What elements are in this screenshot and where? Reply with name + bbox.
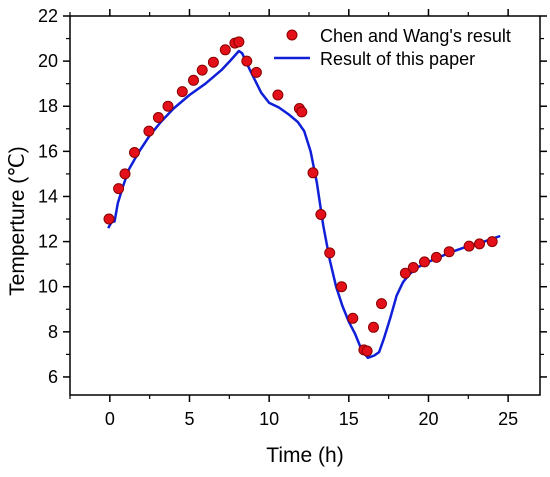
scatter-point <box>347 312 359 324</box>
scatter-point <box>241 55 253 67</box>
y-tick-label: 8 <box>48 322 58 342</box>
scatter-point <box>143 125 155 137</box>
scatter-point <box>336 281 348 293</box>
y-tick-label: 16 <box>38 141 58 161</box>
scatter-point <box>315 209 327 220</box>
legend: Chen and Wang's result Result of this pa… <box>274 26 511 69</box>
scatter-point <box>376 298 387 310</box>
scatter-point <box>368 321 379 333</box>
scatter-point <box>399 267 411 279</box>
line-series-group <box>107 49 501 360</box>
scatter-point <box>103 213 115 225</box>
scatter-point <box>250 66 262 78</box>
scatter-point <box>486 236 498 248</box>
scatter-point <box>113 183 125 195</box>
scatter-series-group <box>103 36 498 357</box>
x-tick-label: 10 <box>259 409 279 429</box>
scatter-point <box>443 246 455 258</box>
y-tick-label: 6 <box>48 367 58 387</box>
scatter-point <box>119 168 131 180</box>
y-tick-label: 18 <box>38 96 58 116</box>
scatter-point <box>207 56 219 68</box>
scatter-point <box>129 147 140 158</box>
y-axis-label: Temperture (℃) <box>6 146 29 296</box>
scatter-point <box>307 167 319 179</box>
scatter-point <box>162 100 174 112</box>
scatter-point <box>407 262 419 273</box>
scatter-point <box>176 86 188 98</box>
legend-marker-scatter <box>286 29 298 41</box>
y-tick-label: 20 <box>38 51 58 71</box>
axis-ticks: 0 5 10 15 20 25 6 8 10 12 14 16 18 20 22 <box>38 6 547 429</box>
x-tick-label: 0 <box>105 409 115 429</box>
x-axis-label: Time (h) <box>266 444 343 467</box>
scatter-point <box>196 64 208 76</box>
scatter-point <box>419 256 430 268</box>
x-tick-label: 15 <box>339 409 359 429</box>
y-tick-label: 12 <box>38 232 58 252</box>
scatter-point <box>152 112 164 123</box>
scatter-point <box>430 251 442 263</box>
plot-frame <box>69 15 541 396</box>
x-tick-label: 5 <box>184 409 194 429</box>
x-tick-label: 25 <box>498 409 518 429</box>
scatter-point <box>188 74 199 86</box>
scatter-point <box>324 247 336 259</box>
scatter-point <box>272 89 284 101</box>
scatter-point <box>474 238 485 250</box>
y-tick-label: 22 <box>38 6 58 26</box>
scatter-point <box>219 44 231 56</box>
scatter-point <box>233 36 245 48</box>
legend-label-scatter: Chen and Wang's result <box>320 26 511 46</box>
scatter-point <box>296 106 308 118</box>
scatter-point <box>361 345 373 357</box>
scatter-point <box>463 240 475 252</box>
x-tick-label: 20 <box>418 409 438 429</box>
legend-label-line: Result of this paper <box>320 49 475 69</box>
line-series-path <box>107 49 501 360</box>
y-tick-label: 14 <box>38 186 58 206</box>
y-tick-label: 10 <box>38 277 58 297</box>
